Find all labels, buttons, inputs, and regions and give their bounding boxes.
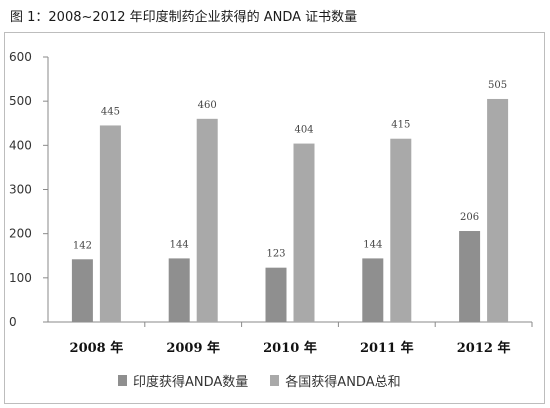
legend-label-series-2: 各国获得ANDA总和 — [285, 374, 401, 390]
legend-item-series-1: 印度获得ANDA数量 — [118, 371, 248, 390]
x-category-label: 2010 年 — [263, 340, 317, 356]
data-label-series-1: 142 — [73, 240, 92, 251]
bar-series-2 — [487, 98, 509, 322]
data-label-series-2: 415 — [391, 120, 410, 131]
y-tick-label: 500 — [9, 94, 32, 108]
bar-series-1 — [168, 258, 190, 322]
x-category-label: 2012 年 — [457, 340, 511, 356]
y-tick-label: 600 — [9, 50, 32, 64]
bar-series-1 — [362, 258, 384, 322]
y-tick-label: 0 — [9, 315, 17, 329]
bar-series-1 — [71, 259, 93, 322]
y-tick-label: 200 — [9, 227, 32, 241]
bar-series-2 — [390, 138, 412, 322]
x-category-label: 2009 年 — [166, 340, 220, 356]
data-label-series-1: 144 — [170, 239, 189, 250]
chart-caption: 图 1：2008~2012 年印度制药企业获得的 ANDA 证书数量 — [10, 10, 358, 25]
bar-series-1 — [265, 267, 287, 322]
bar-series-1 — [459, 231, 481, 322]
data-label-series-2: 460 — [198, 100, 217, 111]
legend-item-series-2: 各国获得ANDA总和 — [270, 371, 401, 390]
bar-series-2 — [293, 143, 315, 322]
chart-legend: 印度获得ANDA数量 各国获得ANDA总和 — [118, 370, 401, 390]
legend-swatch-series-1 — [118, 374, 127, 386]
y-tick-label: 100 — [9, 271, 32, 285]
y-tick-label: 300 — [9, 183, 32, 197]
legend-label-series-1: 印度获得ANDA数量 — [133, 374, 249, 390]
x-category-label: 2011 年 — [360, 340, 414, 356]
data-label-series-1: 123 — [266, 249, 285, 260]
data-label-series-2: 404 — [294, 125, 313, 136]
bar-series-2 — [196, 118, 218, 322]
data-label-series-2: 445 — [101, 106, 120, 117]
legend-swatch-series-2 — [270, 374, 280, 386]
data-label-series-1: 144 — [363, 239, 382, 250]
bar-series-2 — [99, 125, 121, 322]
x-category-label: 2008 年 — [70, 340, 124, 356]
data-label-series-1: 206 — [460, 212, 479, 223]
y-tick-label: 400 — [9, 138, 32, 152]
chart-frame — [4, 32, 545, 404]
data-label-series-2: 505 — [488, 80, 507, 91]
